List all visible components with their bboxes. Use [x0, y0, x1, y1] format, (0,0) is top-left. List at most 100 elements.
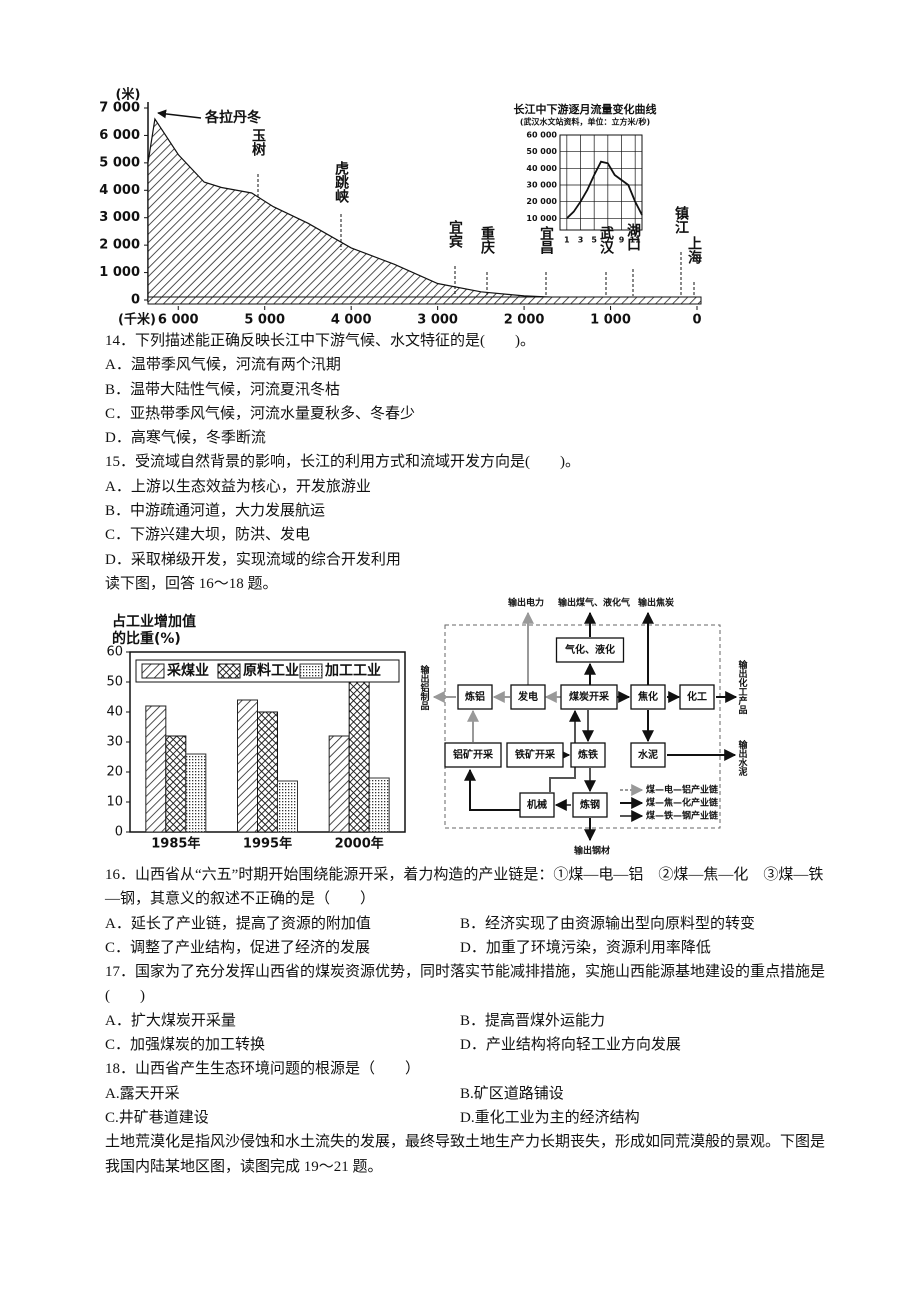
y-tick-label: 6 000 — [99, 128, 140, 143]
node-box — [630, 742, 666, 768]
output-label: 输出焦炭 — [638, 597, 674, 609]
place-label: 重庆 — [479, 225, 495, 255]
x-tick-label: 2 000 — [504, 313, 545, 328]
x-tick-label: 1 000 — [590, 313, 631, 328]
output-label: 输出化工产品 — [737, 659, 748, 715]
x-tick-label: 1995年 — [243, 836, 292, 852]
legend-label: 加工工业 — [324, 663, 381, 679]
inset-frame — [559, 134, 643, 231]
text-line: B．中游疏通河道，大力发展航运 — [105, 503, 326, 520]
text-line: A．上游以生态效益为核心，开发旅游业 — [105, 478, 371, 495]
x-tick-label: 11 — [630, 236, 642, 245]
option-row: C．加强煤炭的加工转换 D．产业结构将向轻工业方向发展 — [105, 1033, 825, 1057]
output-label: 输出铝制品 — [419, 664, 430, 711]
option-row: A．扩大煤炭开采量 B．提高晋煤外运能力 — [105, 1009, 825, 1033]
bar — [185, 753, 207, 833]
x-axis-label: (千米) — [118, 312, 156, 328]
node-label: 焦化 — [637, 690, 658, 703]
y-tick-label: 60 — [106, 645, 123, 660]
x-tick-label: 3 000 — [417, 313, 458, 328]
node-label: 铝矿开采 — [453, 748, 493, 761]
question-block: 16．山西省从“六五”时期开始围绕能源开采，着力构造的产业链是：①煤—电—铝 ②… — [105, 863, 825, 1179]
node-label: 发电 — [517, 690, 538, 703]
option: A.露天开采 — [105, 1085, 180, 1102]
node-box — [560, 684, 618, 710]
node-box — [630, 684, 666, 710]
place-label: 上海 — [686, 236, 702, 265]
text-line: A．温带季风气候，河流有两个汛期 — [105, 357, 341, 374]
y-tick-label: 4 000 — [99, 183, 140, 198]
bar — [145, 705, 167, 833]
chart-title: 的比重(%) — [112, 630, 181, 647]
river-strip — [147, 296, 702, 305]
text-line: 17．国家为了充分发挥山西省的煤炭资源优势，同时落实节能减排措施，实施山西能源基… — [105, 964, 826, 1005]
y-tick-label: 40 — [106, 705, 123, 720]
place-label: 武汉 — [598, 225, 614, 255]
text-line: 18．山西省产生生态环境问题的根源是（ ） — [105, 1061, 421, 1078]
bar — [257, 711, 278, 833]
text-line: 14．下列描述能正确反映长江中下游气候、水文特征的是( )。 — [105, 333, 535, 349]
bar — [348, 678, 370, 833]
chart-title: 占工业增加值 — [112, 613, 196, 630]
x-tick-label: 0 — [692, 313, 701, 328]
node-box — [444, 742, 502, 768]
flow-line — [566, 160, 643, 219]
y-tick-label: 50 000 — [526, 147, 557, 156]
leader — [157, 109, 202, 119]
x-tick-label: 1985年 — [151, 836, 200, 852]
option: D．产业结构将向轻工业方向发展 — [460, 1037, 681, 1054]
option: B．提高晋煤外运能力 — [460, 1012, 606, 1029]
y-tick-label: 60 000 — [526, 131, 557, 140]
y-tick-label: 5 000 — [99, 155, 140, 170]
bar — [277, 780, 298, 833]
legend-label: 采煤业 — [166, 662, 209, 679]
inset-title: 长江中下游逐月流量变化曲线 — [514, 102, 657, 116]
output-label: 输出水泥 — [737, 739, 748, 777]
node-label: 气化、液化 — [564, 643, 615, 656]
x-tick-label: 5 — [591, 236, 597, 245]
node-label: 铁矿开采 — [515, 748, 555, 761]
node-label: 水泥 — [637, 748, 658, 761]
legend-box — [135, 659, 400, 683]
option: D．加重了环境污染，资源利用率降低 — [460, 939, 711, 956]
node-box — [572, 792, 608, 818]
place-label: 宜昌 — [538, 225, 554, 255]
bar — [328, 735, 350, 833]
y-tick-label: 10 000 — [526, 214, 557, 223]
y-axis-label: (米) — [116, 87, 141, 103]
text-line: 15．受流域自然背景的影响，长江的利用方式和流域开发方向是( )。 — [105, 454, 580, 471]
option: C.井矿巷道建设 — [105, 1109, 209, 1126]
option: B．经济实现了由资源输出型向原料型的转变 — [460, 915, 756, 932]
y-tick-label: 10 — [106, 795, 123, 810]
x-tick-label: 6 000 — [158, 313, 199, 328]
node-box — [457, 684, 493, 710]
output-label: 输出电力 — [508, 597, 544, 609]
output-label: 输出钢材 — [574, 845, 610, 857]
x-tick-label: 1 — [564, 236, 570, 245]
legend-swatch — [299, 663, 323, 679]
y-tick-label: 30 — [106, 735, 123, 750]
legend-label: 原料工业 — [243, 662, 299, 679]
option: A．扩大煤炭开采量 — [105, 1012, 236, 1029]
place-label: 宜宾 — [447, 219, 463, 249]
node-label: 炼钢 — [580, 798, 600, 811]
node-label: 机械 — [527, 798, 547, 811]
output-label: 输出煤气、液化气 — [558, 597, 630, 609]
legend-label: 煤—电—铝产业链 — [646, 784, 719, 796]
y-tick-label: 0 — [115, 825, 123, 840]
legend-label: 煤—焦—化产业链 — [646, 797, 719, 809]
x-tick-label: 2000年 — [335, 836, 384, 852]
node-box — [679, 684, 715, 710]
x-tick-label: 3 — [578, 236, 584, 245]
y-tick-label: 30 000 — [526, 181, 557, 190]
place-label: 玉树 — [250, 128, 266, 157]
x-tick-label: 9 — [619, 236, 625, 245]
option-row: C.井矿巷道建设 D.重化工业为主的经济结构 — [105, 1106, 825, 1130]
option-row: A．延长了产业链，提高了资源的附加值 B．经济实现了由资源输出型向原料型的转变 — [105, 912, 825, 936]
option: C．调整了产业结构，促进了经济的发展 — [105, 939, 371, 956]
node-box — [555, 637, 625, 663]
place-label: 镇江 — [673, 205, 689, 235]
y-tick-label: 20 000 — [526, 197, 557, 206]
bar — [368, 777, 390, 833]
